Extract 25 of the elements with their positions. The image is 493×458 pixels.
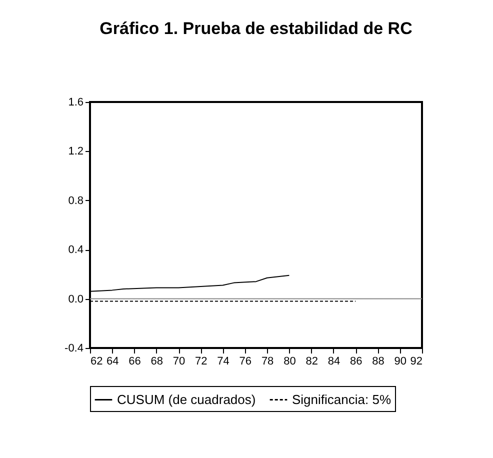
x-tick-label: 86 (350, 356, 362, 368)
y-tick-label: 0.0 (68, 293, 84, 306)
x-tick-label: 82 (306, 356, 318, 368)
x-tick-label: 68 (150, 356, 164, 368)
x-tick-label: 64 (106, 356, 119, 368)
x-tick-label: 80 (284, 356, 296, 368)
x-tick-label: 84 (328, 356, 340, 368)
x-tick-label: 72 (195, 356, 208, 368)
y-tick-label: 0.8 (68, 194, 84, 207)
y-tick-label: 1.6 (68, 96, 84, 108)
x-tick-label: 88 (372, 356, 384, 368)
x-tick-label: 90 (394, 356, 406, 368)
legend-label: CUSUM (de cuadrados) (117, 392, 256, 407)
y-tick-label: 0.4 (68, 244, 84, 256)
x-tick-label: 76 (239, 356, 252, 368)
y-tick-label: -0.4 (64, 342, 84, 354)
x-tick-label: 92 (410, 356, 422, 368)
x-tick-label: 74 (217, 356, 230, 368)
legend-label: Significancia: 5% (292, 392, 392, 407)
x-tick-label: 78 (261, 356, 274, 368)
chart-title: Gráfico 1. Prueba de estabilidad de RC (100, 19, 412, 38)
x-tick-label: 70 (172, 356, 186, 368)
y-tick-label: 1.2 (68, 146, 84, 158)
x-tick-label: 66 (128, 356, 141, 368)
x-tick-label: 62 (90, 356, 103, 368)
